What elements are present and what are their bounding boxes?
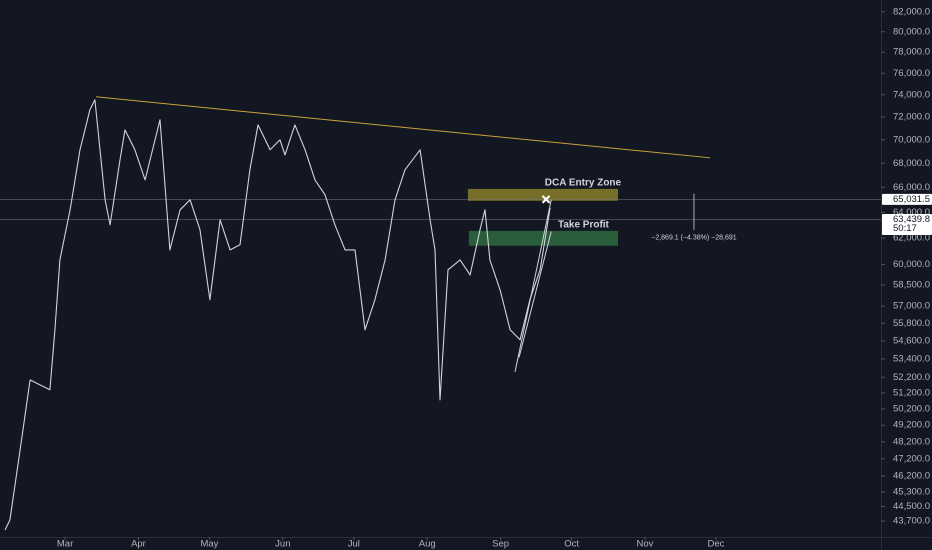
x-tick-label: Jul (348, 539, 360, 550)
x-tick-label: May (200, 539, 218, 550)
y-tick-label: 54,600.0 (893, 335, 930, 346)
y-tick-label: 51,200.0 (893, 387, 930, 398)
price-label-box (882, 193, 932, 205)
price-series (4, 99, 551, 531)
y-tick-label: 47,200.0 (893, 453, 930, 464)
zone-label: Take Profit (558, 220, 610, 231)
wedge-line (518, 231, 552, 358)
x-tick-label: Aug (419, 539, 436, 550)
y-tick-label: 52,200.0 (893, 372, 930, 383)
y-tick-label: 55,800.0 (893, 318, 930, 329)
price-label: 65,031.5 (893, 194, 930, 205)
x-tick-label: Mar (57, 539, 73, 550)
y-tick-label: 68,000.0 (893, 158, 930, 169)
y-tick-label: 78,000.0 (893, 47, 930, 58)
price-label: 63,439.8 (893, 214, 930, 225)
zone-label: DCA Entry Zone (545, 178, 622, 189)
y-tick-label: 82,000.0 (893, 6, 930, 17)
y-tick-label: 62,000.0 (893, 233, 930, 244)
y-tick-label: 50,200.0 (893, 403, 930, 414)
y-tick-label: 44,500.0 (893, 501, 930, 512)
y-tick-label: 48,200.0 (893, 436, 930, 447)
x-tick-label: Sep (492, 539, 509, 550)
y-tick-label: 74,000.0 (893, 89, 930, 100)
x-tick-label: Jun (275, 539, 290, 550)
y-tick-label: 64,000.0 (893, 207, 930, 218)
y-tick-label: 53,400.0 (893, 353, 930, 364)
x-tick-label: Dec (708, 539, 725, 550)
y-tick-label: 70,000.0 (893, 134, 930, 145)
price-label-box (882, 213, 932, 235)
entry-marker (541, 195, 551, 204)
y-tick-label: 46,200.0 (893, 471, 930, 482)
wedge-line (514, 199, 552, 372)
measure-label: −2,869.1 (−4.38%) −28,691 (651, 235, 737, 242)
y-tick-label: 43,700.0 (893, 516, 930, 527)
x-tick-label: Apr (131, 539, 146, 550)
trendline (96, 96, 711, 159)
y-tick-label: 57,000.0 (893, 301, 930, 312)
x-tick-label: Nov (637, 539, 654, 550)
y-tick-label: 72,000.0 (893, 112, 930, 123)
y-tick-label: 76,000.0 (893, 68, 930, 79)
y-tick-label: 80,000.0 (893, 26, 930, 37)
y-tick-label: 45,300.0 (893, 487, 930, 498)
zone (467, 188, 618, 201)
y-tick-label: 60,000.0 (893, 259, 930, 270)
y-tick-label: 49,200.0 (893, 420, 930, 431)
y-tick-label: 58,500.0 (893, 280, 930, 291)
y-tick-label: 66,000.0 (893, 182, 930, 193)
countdown-label: 50:17 (893, 223, 917, 234)
x-tick-label: Oct (564, 539, 579, 550)
